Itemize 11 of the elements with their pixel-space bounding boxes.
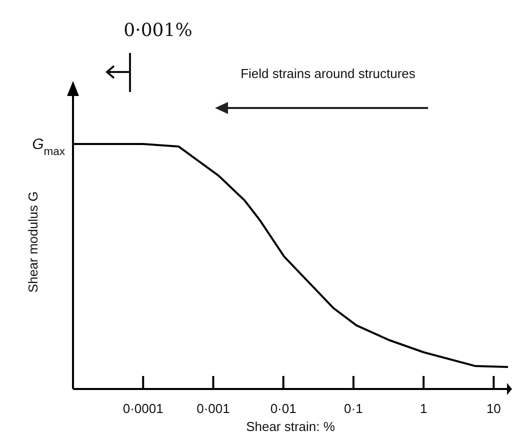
x-tick-label: 0·1	[344, 401, 363, 416]
x-tick-label: 10	[486, 401, 501, 416]
annotation: G$_{max}$	[32, 136, 66, 158]
x-tick-label: 0·0001	[122, 401, 164, 416]
x-tick-label: 1	[420, 401, 428, 416]
x-axis-title: Shear strain: %	[246, 419, 336, 434]
text: Field strains around structures	[240, 66, 416, 81]
y-axis-title: Shear modulus G	[26, 191, 41, 293]
x-tick-label: 0·001	[196, 401, 230, 416]
x-tick-label: 0·01	[270, 401, 296, 416]
text: 0·001%	[124, 20, 192, 41]
